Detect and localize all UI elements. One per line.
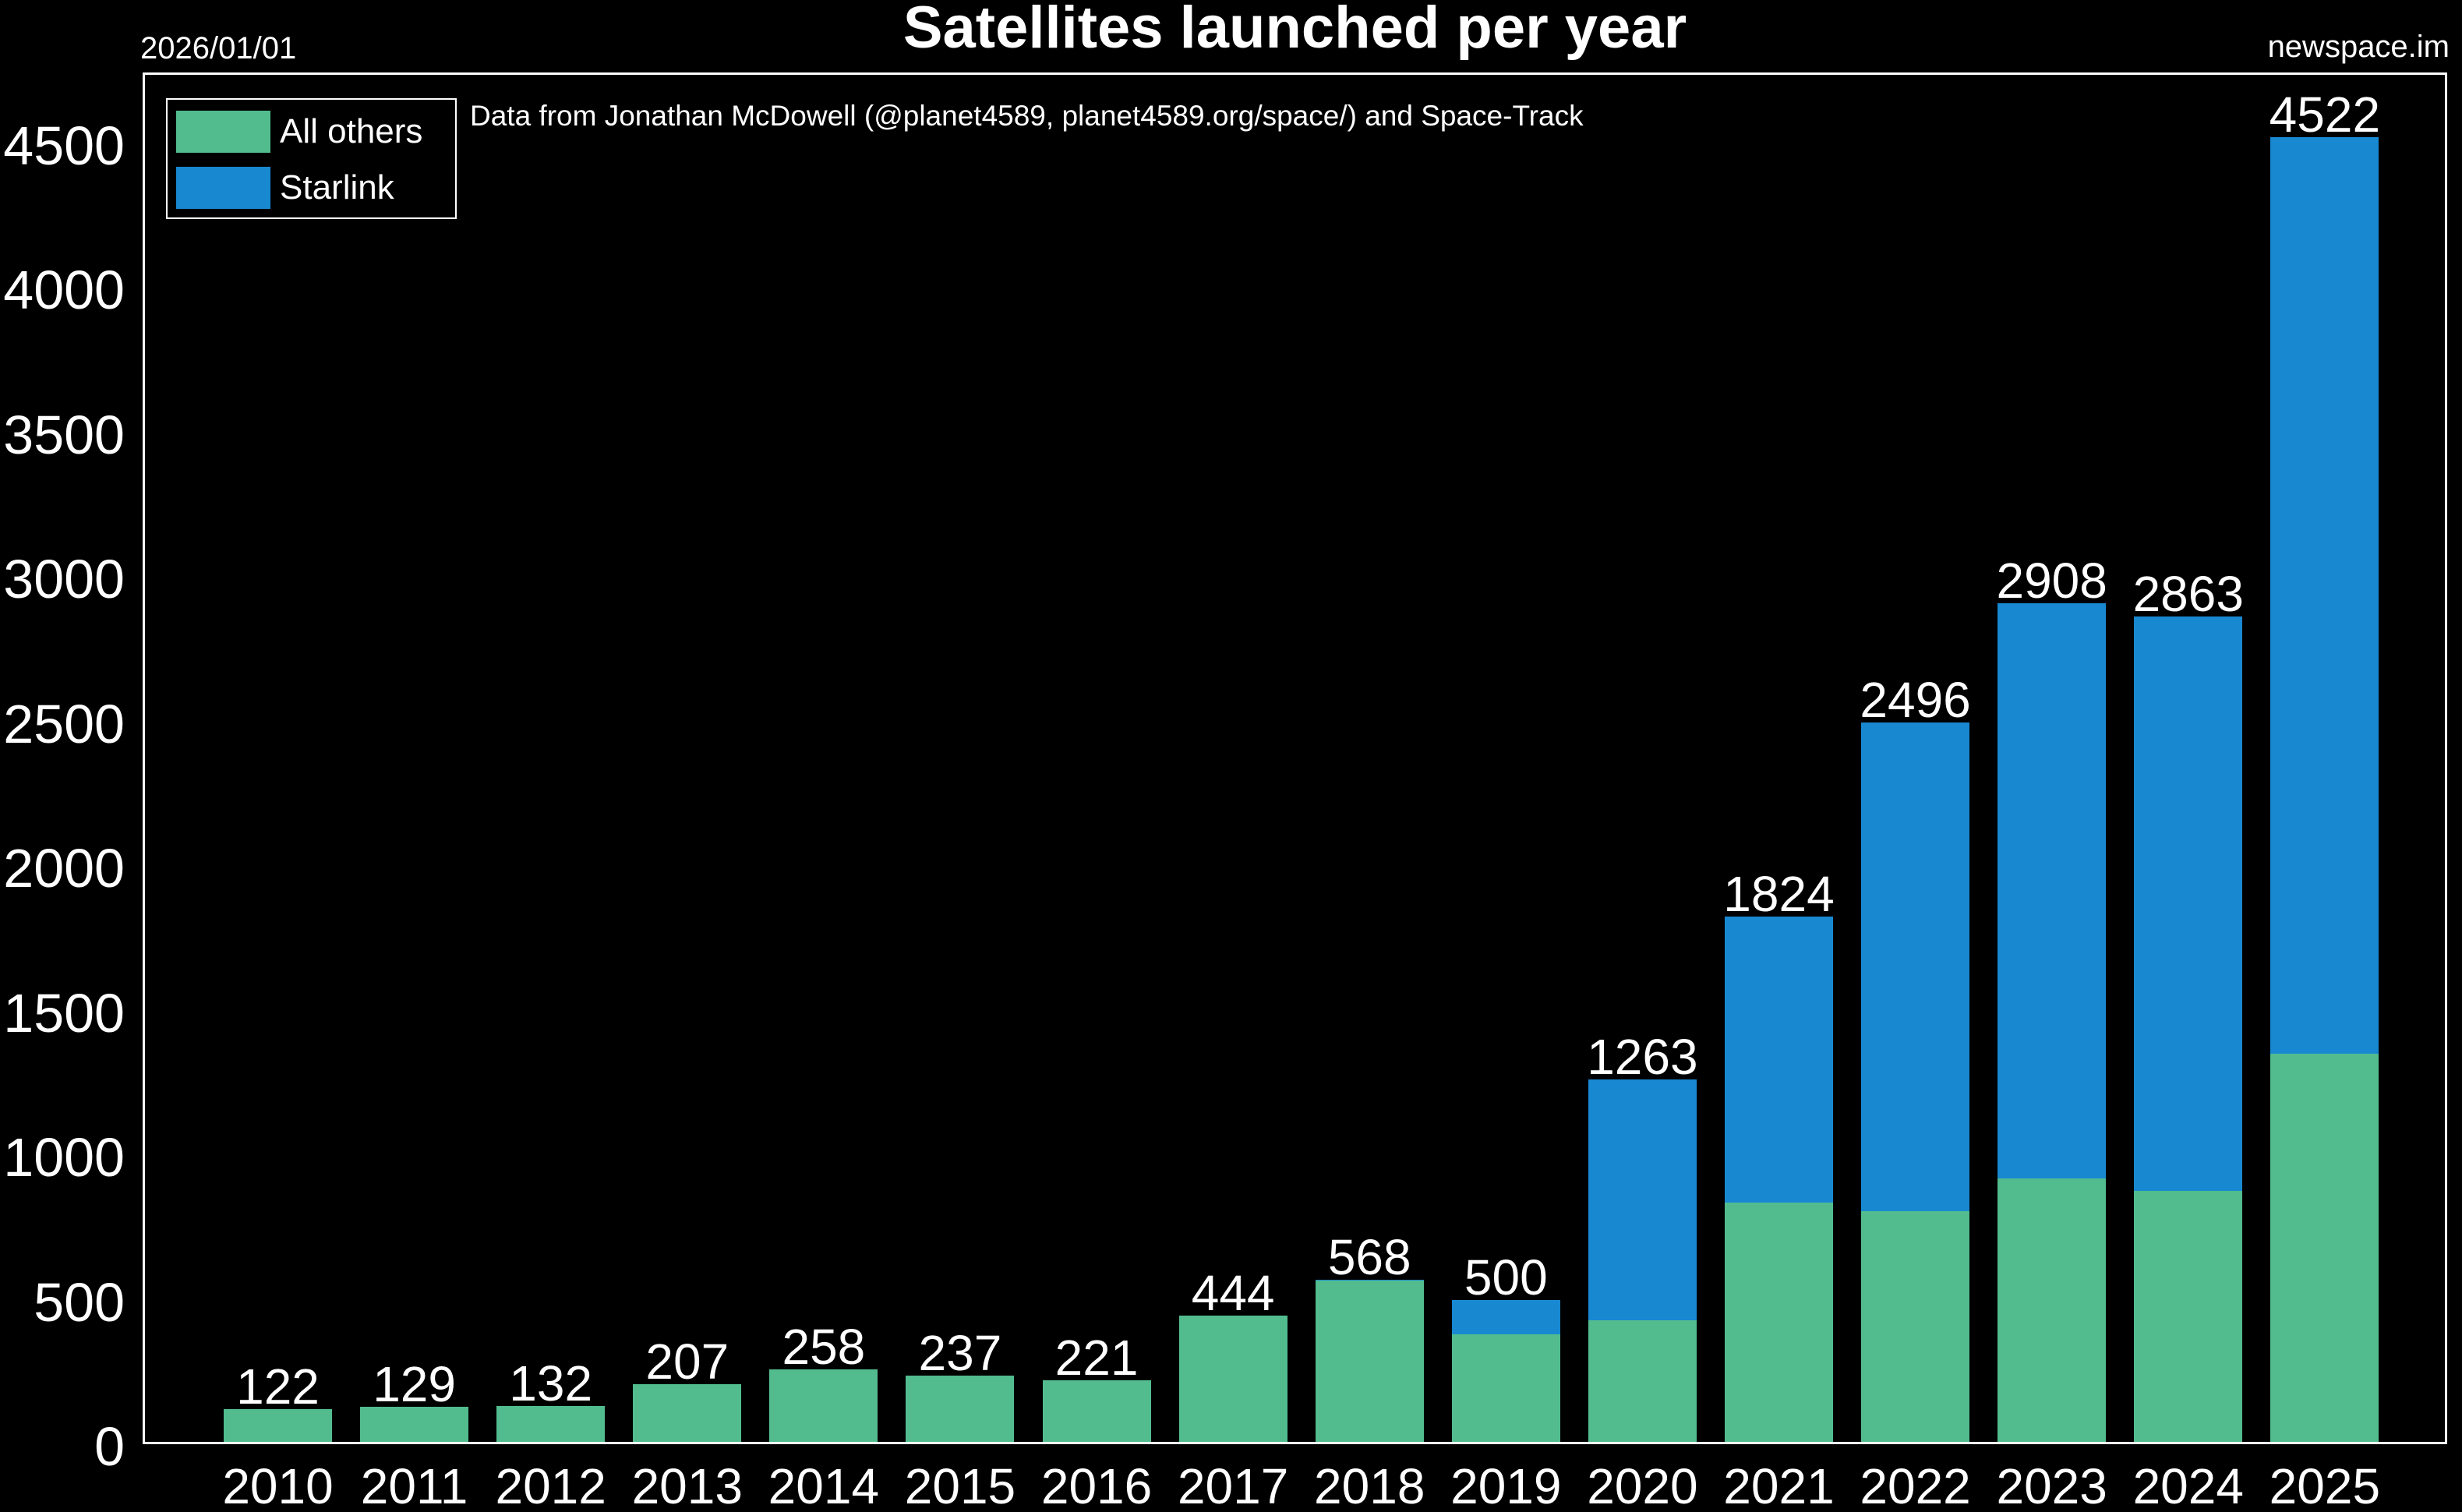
legend: All others Starlink — [166, 98, 457, 219]
x-tick-label-2013: 2013 — [631, 1458, 743, 1512]
y-tick-label-1000: 1000 — [3, 1127, 125, 1189]
bar-value-label-2022: 2496 — [1860, 672, 1971, 729]
bar-segment-all-others-2011 — [360, 1407, 469, 1444]
x-tick-label-2025: 2025 — [2269, 1458, 2381, 1512]
bar-value-label-2016: 221 — [1054, 1330, 1139, 1387]
x-tick-label-2017: 2017 — [1177, 1458, 1289, 1512]
bar-segment-all-others-2019 — [1451, 1334, 1560, 1444]
bar-segment-starlink-2023 — [1998, 603, 2107, 1178]
x-tick-label-2011: 2011 — [360, 1458, 468, 1512]
bar-value-label-2015: 237 — [918, 1325, 1002, 1382]
bar-value-label-2012: 132 — [509, 1355, 593, 1412]
bar-segment-all-others-2013 — [633, 1384, 742, 1444]
bar-value-label-2013: 207 — [645, 1334, 729, 1390]
chart-title: Satellites launched per year — [902, 0, 1687, 61]
legend-item-starlink: Starlink — [176, 167, 449, 209]
y-tick-label-0: 0 — [94, 1416, 125, 1477]
y-tick-label-4500: 4500 — [3, 115, 125, 176]
y-tick-label-2000: 2000 — [3, 838, 125, 899]
bar-segment-all-others-2016 — [1042, 1380, 1151, 1444]
bar-value-label-2020: 1263 — [1587, 1028, 1698, 1085]
bar-segment-all-others-2012 — [496, 1406, 606, 1444]
legend-label-all-others: All others — [280, 112, 423, 150]
bar-segment-all-others-2020 — [1588, 1319, 1697, 1444]
y-tick-label-3500: 3500 — [3, 404, 125, 465]
x-tick-label-2018: 2018 — [1314, 1458, 1425, 1512]
bar-segment-all-others-2024 — [2134, 1191, 2243, 1444]
y-tick-label-4000: 4000 — [3, 260, 125, 321]
x-tick-label-2012: 2012 — [495, 1458, 606, 1512]
y-tick-label-500: 500 — [34, 1271, 125, 1333]
legend-label-starlink: Starlink — [280, 168, 394, 207]
legend-swatch-starlink — [176, 167, 270, 209]
bar-value-label-2025: 4522 — [2269, 86, 2381, 143]
bar-segment-starlink-2021 — [1724, 917, 1833, 1203]
bar-segment-all-others-2021 — [1724, 1203, 1833, 1444]
bar-value-label-2010: 122 — [236, 1358, 320, 1415]
bar-segment-all-others-2023 — [1998, 1178, 2107, 1444]
x-tick-label-2019: 2019 — [1450, 1458, 1562, 1512]
watermark-newspace: newspace.im — [2267, 30, 2450, 64]
x-tick-label-2015: 2015 — [904, 1458, 1016, 1512]
legend-item-all-others: All others — [176, 111, 449, 153]
y-tick-label-1500: 1500 — [3, 982, 125, 1044]
x-tick-label-2024: 2024 — [2132, 1458, 2244, 1512]
x-tick-label-2016: 2016 — [1040, 1458, 1153, 1512]
bar-value-label-2019: 500 — [1464, 1249, 1548, 1305]
bar-value-label-2014: 258 — [782, 1319, 866, 1376]
bar-segment-all-others-2017 — [1178, 1316, 1288, 1444]
data-source-note: Data from Jonathan McDowell (@planet4589… — [470, 100, 1584, 132]
bar-segment-all-others-2014 — [769, 1369, 878, 1444]
x-tick-label-2020: 2020 — [1587, 1458, 1698, 1512]
date-stamp: 2026/01/01 — [140, 31, 297, 65]
y-tick-label-2500: 2500 — [3, 693, 125, 754]
bar-segment-starlink-2020 — [1588, 1079, 1697, 1320]
y-tick-label-3000: 3000 — [3, 549, 125, 610]
legend-swatch-all-others — [176, 111, 270, 153]
x-tick-label-2022: 2022 — [1860, 1458, 1971, 1512]
bar-value-label-2024: 2863 — [2132, 566, 2244, 623]
bar-value-label-2011: 129 — [373, 1356, 456, 1413]
bar-segment-starlink-2024 — [2134, 616, 2243, 1192]
bar-segment-all-others-2018 — [1315, 1281, 1424, 1444]
x-tick-label-2023: 2023 — [1996, 1458, 2107, 1512]
bar-segment-all-others-2025 — [2270, 1054, 2379, 1444]
bar-value-label-2023: 2908 — [1996, 553, 2107, 609]
bar-segment-starlink-2018 — [1315, 1280, 1424, 1281]
bar-segment-starlink-2019 — [1451, 1299, 1560, 1335]
bar-value-label-2018: 568 — [1327, 1229, 1411, 1286]
bar-segment-all-others-2022 — [1861, 1211, 1970, 1444]
bar-segment-starlink-2022 — [1861, 722, 1970, 1212]
x-tick-label-2010: 2010 — [222, 1458, 334, 1512]
bar-segment-all-others-2015 — [906, 1376, 1015, 1444]
x-tick-label-2014: 2014 — [768, 1458, 880, 1512]
x-tick-label-2021: 2021 — [1723, 1458, 1835, 1512]
bar-segment-starlink-2025 — [2270, 136, 2379, 1055]
bar-segment-all-others-2010 — [224, 1408, 332, 1444]
bar-value-label-2021: 1824 — [1723, 866, 1835, 923]
bar-value-label-2017: 444 — [1191, 1265, 1275, 1322]
